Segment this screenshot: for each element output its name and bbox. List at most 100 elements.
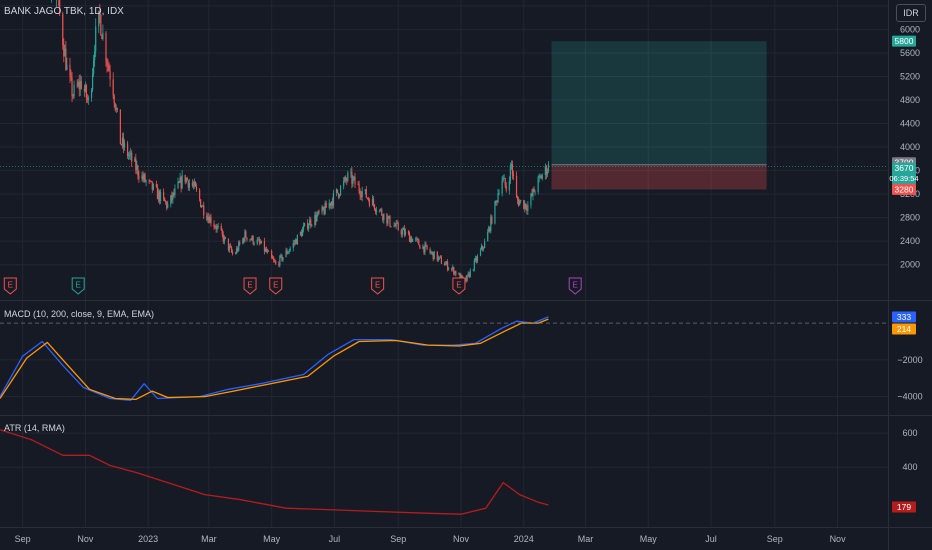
candle-body bbox=[282, 257, 284, 261]
candle-body bbox=[79, 81, 81, 90]
earnings-marker-label: E bbox=[8, 281, 13, 290]
candle-body bbox=[180, 177, 182, 188]
candle-body bbox=[538, 176, 540, 178]
earnings-marker[interactable]: E bbox=[568, 277, 582, 295]
x-tick-label: Mar bbox=[201, 534, 217, 544]
candle-body bbox=[452, 267, 454, 269]
y-tick-label: 5200 bbox=[900, 71, 920, 81]
candle-body bbox=[526, 208, 528, 211]
earnings-marker[interactable]: E bbox=[243, 277, 257, 295]
earnings-marker[interactable]: E bbox=[3, 277, 17, 295]
candle-body bbox=[505, 185, 507, 191]
candle-body bbox=[171, 195, 173, 200]
candle-body bbox=[546, 171, 549, 175]
candle-body bbox=[200, 199, 202, 208]
earnings-marker-shape bbox=[243, 277, 257, 295]
candle-body bbox=[136, 165, 138, 171]
atr-title: ATR (14, RMA) bbox=[4, 423, 65, 433]
candle-body bbox=[150, 180, 152, 182]
candle-body bbox=[85, 85, 88, 99]
earnings-marker[interactable]: E bbox=[269, 277, 283, 295]
candle-body bbox=[202, 205, 204, 207]
candle-body bbox=[321, 206, 323, 213]
earnings-marker[interactable]: E bbox=[71, 277, 85, 295]
candle-body bbox=[77, 82, 79, 86]
candle-body bbox=[260, 240, 262, 244]
candle-body bbox=[367, 198, 369, 200]
candle-body bbox=[408, 233, 411, 242]
candle-body bbox=[123, 143, 126, 148]
candle-body bbox=[361, 190, 363, 198]
currency-button[interactable]: IDR bbox=[896, 4, 926, 22]
candle-body bbox=[539, 176, 541, 177]
candle-body bbox=[525, 203, 527, 209]
candle-body bbox=[359, 190, 361, 196]
candle-body bbox=[177, 181, 179, 189]
earnings-marker-shape bbox=[371, 277, 385, 295]
candle-body bbox=[530, 193, 532, 206]
candle-body bbox=[395, 222, 397, 227]
candle-body bbox=[215, 227, 217, 230]
candle-body bbox=[412, 238, 414, 242]
candle-body bbox=[487, 231, 489, 242]
candle-body bbox=[203, 205, 205, 216]
candle-body bbox=[257, 239, 259, 241]
candle-body bbox=[330, 201, 332, 206]
candle-body bbox=[289, 248, 291, 251]
candle-body bbox=[66, 64, 68, 70]
x-tick-label: Jul bbox=[705, 534, 717, 544]
candle-body bbox=[94, 51, 96, 61]
price-badge-text: 179 bbox=[897, 502, 911, 512]
candle-body bbox=[429, 249, 431, 253]
candle-body bbox=[343, 180, 345, 187]
candle-body bbox=[364, 189, 366, 191]
earnings-marker[interactable]: E bbox=[371, 277, 385, 295]
earnings-marker-shape bbox=[452, 277, 466, 295]
candle-body bbox=[235, 253, 237, 254]
candle-body bbox=[537, 177, 539, 192]
candle-body bbox=[447, 261, 449, 270]
candle-body bbox=[527, 205, 529, 211]
candle-body bbox=[285, 250, 287, 258]
candle-body bbox=[93, 60, 95, 74]
candle-body bbox=[288, 250, 290, 253]
candle-body bbox=[368, 199, 370, 206]
earnings-marker-shape bbox=[269, 277, 283, 295]
candle-body bbox=[242, 238, 244, 244]
candle-body bbox=[490, 216, 492, 232]
candle-body bbox=[371, 198, 374, 206]
candle-body bbox=[90, 90, 93, 98]
x-tick-label: 2023 bbox=[138, 534, 158, 544]
earnings-marker-shape bbox=[3, 277, 17, 295]
y-axis: 2000240028003200360040004400480052005600… bbox=[897, 24, 922, 472]
candle-body bbox=[448, 268, 450, 270]
candle-body bbox=[296, 234, 298, 245]
candle-body bbox=[508, 181, 510, 191]
position-tool[interactable] bbox=[0, 41, 888, 190]
candle-body bbox=[511, 164, 514, 175]
candle-body bbox=[178, 181, 180, 183]
candle-body bbox=[119, 109, 121, 145]
candle-body bbox=[432, 252, 434, 260]
earnings-marker[interactable]: E bbox=[452, 277, 466, 295]
candle-body bbox=[336, 189, 339, 194]
candle-body bbox=[436, 251, 438, 261]
y-tick-label: 5600 bbox=[900, 48, 920, 58]
x-tick-label: Sep bbox=[15, 534, 31, 544]
candle-body bbox=[98, 10, 100, 27]
candle-body bbox=[316, 215, 318, 222]
candle-body bbox=[151, 181, 153, 190]
candle-body bbox=[227, 238, 230, 250]
candle-body bbox=[426, 245, 428, 250]
candle-body bbox=[380, 209, 382, 211]
candle-body bbox=[308, 225, 310, 229]
candle-body bbox=[404, 231, 407, 235]
candle-body bbox=[494, 201, 496, 224]
candle-body bbox=[279, 255, 281, 266]
candle-body bbox=[105, 32, 107, 62]
candle-body bbox=[106, 61, 108, 65]
x-tick-label: 2024 bbox=[514, 534, 534, 544]
candle-body bbox=[179, 177, 181, 183]
